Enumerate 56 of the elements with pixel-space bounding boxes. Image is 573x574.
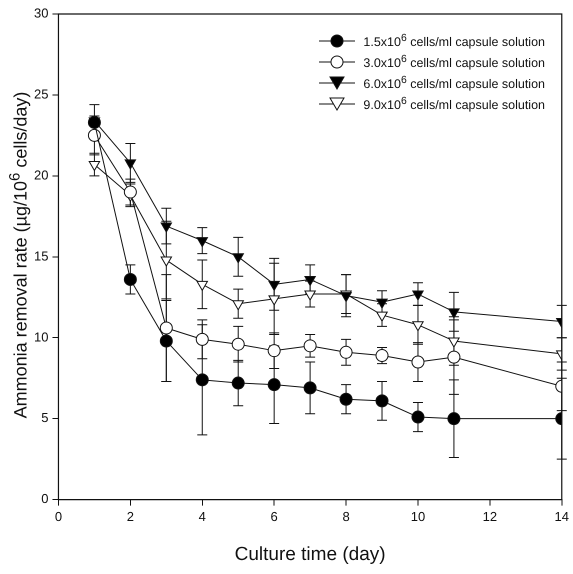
point <box>411 410 424 424</box>
x-tick-label: 4 <box>198 508 206 524</box>
point <box>304 290 316 301</box>
point <box>196 237 208 248</box>
y-tick-label: 0 <box>41 491 48 506</box>
point <box>304 339 317 352</box>
point <box>88 161 100 172</box>
point <box>268 344 281 358</box>
point <box>268 378 281 392</box>
x-tick-label: 8 <box>342 508 350 524</box>
point <box>340 346 353 359</box>
y-tick-label: 30 <box>34 6 48 21</box>
point <box>304 381 317 394</box>
legend-label: 6.0x10$^{6}$ cells/ml capsule solution <box>363 74 545 94</box>
point <box>376 298 388 309</box>
legend-label: 1.5x10$^{6}$ cells/ml capsule solution <box>363 32 545 52</box>
point <box>448 308 460 318</box>
point <box>376 312 388 322</box>
point <box>232 338 245 351</box>
y-tick-label: 15 <box>34 248 48 264</box>
x-tick-label: 14 <box>554 508 570 524</box>
point <box>160 322 173 335</box>
point <box>412 290 424 301</box>
point <box>268 295 280 306</box>
x-tick-label: 6 <box>270 508 278 524</box>
point <box>196 373 209 386</box>
point <box>232 300 244 310</box>
point <box>448 337 460 348</box>
x-tick-label: 2 <box>126 508 134 524</box>
y-tick-label: 5 <box>41 410 48 426</box>
point <box>304 276 316 286</box>
point <box>447 350 460 364</box>
point <box>160 334 173 348</box>
point <box>411 356 424 369</box>
point <box>124 272 137 286</box>
y-tick-label: 25 <box>34 86 48 102</box>
x-tick-label: 10 <box>410 508 426 524</box>
point <box>232 376 245 390</box>
point <box>160 222 172 233</box>
point <box>160 256 172 267</box>
point <box>124 159 136 170</box>
y-tick-label: 10 <box>34 329 48 344</box>
point <box>196 280 208 291</box>
x-tick-label: 0 <box>54 508 62 524</box>
point <box>376 394 389 408</box>
point <box>196 332 209 346</box>
point <box>232 253 244 264</box>
point <box>268 280 280 291</box>
point <box>340 392 353 406</box>
point <box>447 412 460 426</box>
y-tick-label: 20 <box>34 167 48 182</box>
point <box>412 321 424 332</box>
x-axis-title: Culture time (day) <box>234 544 386 565</box>
legend-label: 9.0x10$^{6}$ cells/ml capsule solution <box>363 95 545 115</box>
x-tick-label: 12 <box>482 508 498 524</box>
legend-label: 3.0x10$^{6}$ cells/ml capsule solution <box>363 53 545 72</box>
